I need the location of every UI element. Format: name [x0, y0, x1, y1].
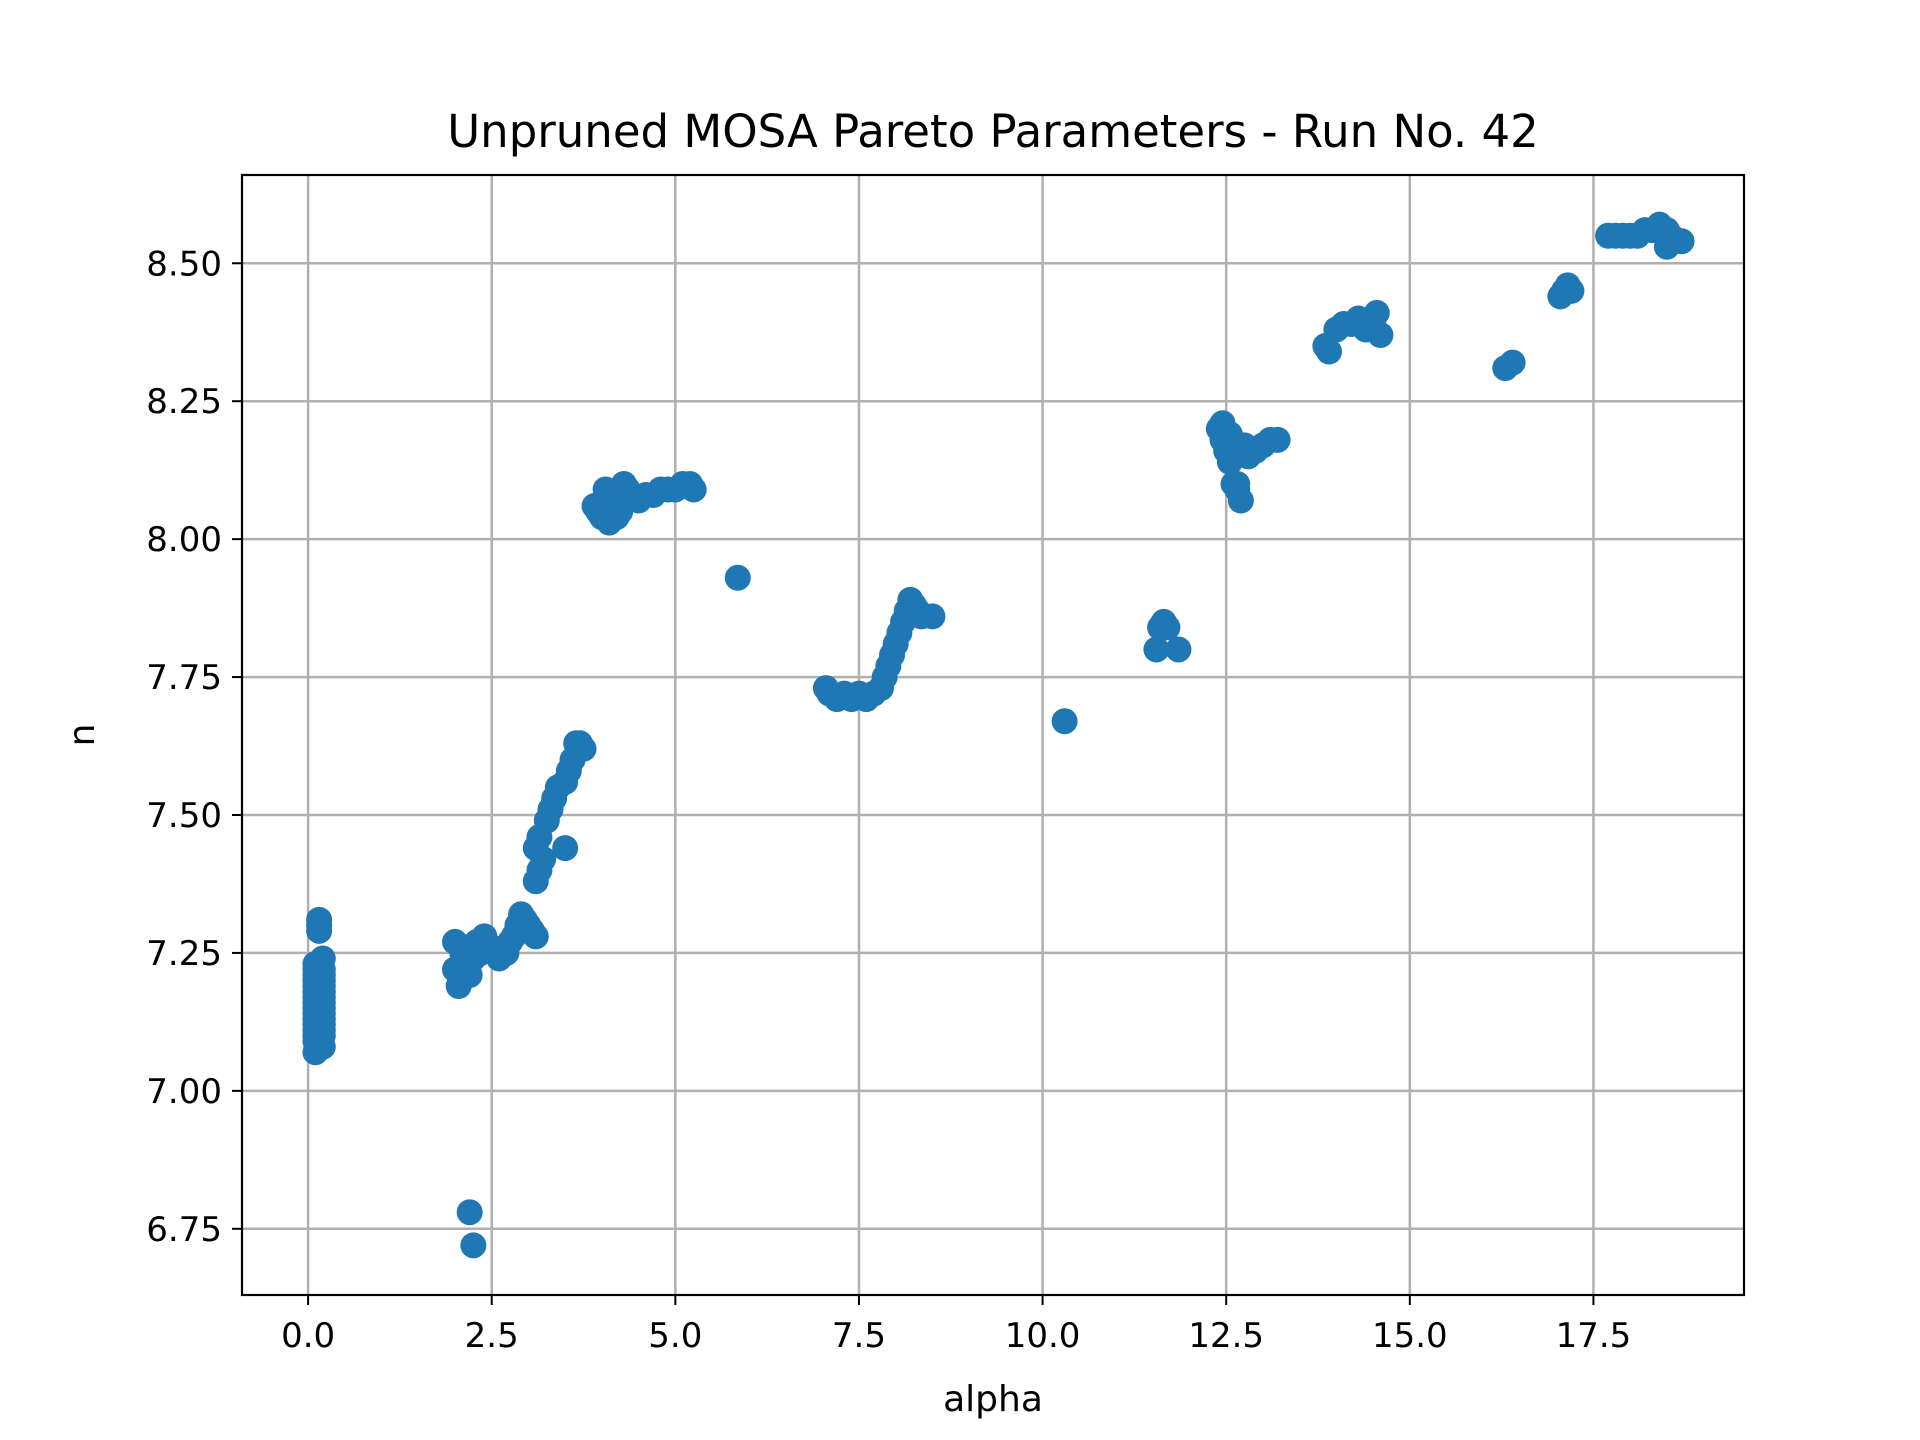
scatter-point	[1165, 636, 1192, 663]
scatter-point	[1143, 636, 1170, 663]
scatter-point	[552, 835, 579, 862]
x-axis-label: alpha	[943, 1379, 1043, 1420]
scatter-point	[1154, 614, 1181, 641]
scatter-point	[1360, 310, 1387, 337]
scatter-point	[570, 735, 597, 762]
scatter-point	[1216, 421, 1243, 448]
y-tick-label: 8.50	[146, 244, 222, 284]
chart-title: Unpruned MOSA Pareto Parameters - Run No…	[447, 105, 1539, 158]
y-tick-label: 8.25	[146, 382, 222, 422]
scatter-point	[1499, 349, 1526, 376]
scatter-point	[306, 906, 333, 933]
plot-area-frame	[240, 173, 1746, 1297]
axis-ticks: 0.0 2.5 5.0 7.5 10.0 12.5 15.0 17.5 6.75 7.00 7.25…	[146, 244, 1631, 1356]
scatter-point	[309, 962, 336, 988]
scatter-point	[603, 504, 630, 531]
x-tick-label: 7.5	[832, 1316, 886, 1356]
y-tick-label: 7.25	[146, 934, 222, 974]
scatter-point	[680, 476, 707, 503]
x-tick-label: 10.0	[1005, 1316, 1081, 1356]
y-tick-label: 7.75	[146, 658, 222, 698]
scatter-point	[522, 923, 549, 950]
scatter-point	[1558, 277, 1585, 304]
data-points	[302, 211, 1695, 1259]
x-tick-label: 15.0	[1372, 1316, 1448, 1356]
scatter-point	[1264, 426, 1291, 453]
y-tick-label: 8.00	[146, 520, 222, 560]
y-tick-label: 7.50	[146, 796, 222, 836]
scatter-point	[919, 603, 946, 630]
x-tick-label: 0.0	[281, 1316, 335, 1356]
y-tick-label: 7.00	[146, 1072, 222, 1112]
scatter-point	[1051, 708, 1078, 735]
scatter-point	[1224, 470, 1251, 497]
x-tick-label: 12.5	[1188, 1316, 1264, 1356]
x-tick-label: 5.0	[648, 1316, 702, 1356]
scatter-point	[724, 564, 751, 591]
scatter-point	[456, 1199, 483, 1226]
x-tick-label: 2.5	[465, 1316, 519, 1356]
scatter-point	[1316, 338, 1343, 365]
y-axis-label: n	[62, 724, 103, 747]
x-tick-label: 17.5	[1556, 1316, 1632, 1356]
scatter-point	[1653, 233, 1680, 260]
y-tick-label: 6.75	[146, 1210, 222, 1250]
scatter-point	[460, 1232, 487, 1259]
